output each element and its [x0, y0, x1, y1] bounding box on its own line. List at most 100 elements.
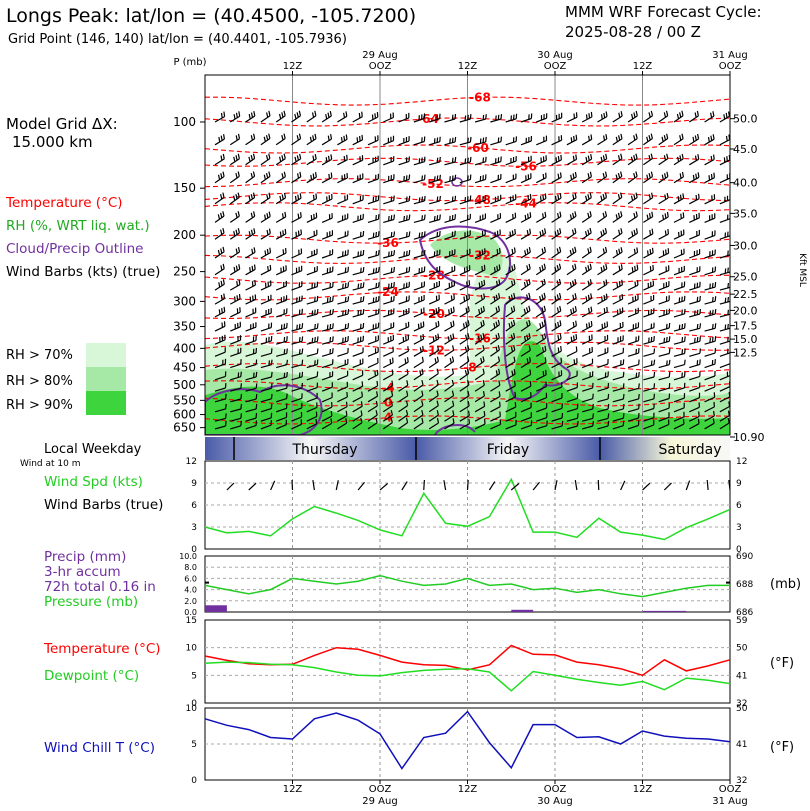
value-tick-label: 10 — [186, 644, 198, 654]
wind-barb — [673, 336, 686, 345]
wind-barb — [229, 264, 241, 276]
wind-barb — [581, 111, 593, 123]
pressure-tick-label: 650 — [173, 421, 196, 435]
wind-barb — [643, 211, 654, 223]
wind-barb — [566, 293, 577, 305]
wind-barb — [306, 229, 318, 240]
wind-barb — [367, 296, 380, 305]
value-tick-label: 5 — [191, 740, 197, 750]
wind-barb — [214, 246, 225, 259]
wind-barb — [413, 417, 424, 430]
wind-barb — [505, 212, 517, 223]
height-tick-label: 15.0 — [733, 333, 758, 346]
wind-barb — [704, 296, 717, 305]
wind-barb — [352, 282, 365, 291]
wind-barb — [505, 194, 517, 205]
bottom-hour-label: 12Z — [458, 784, 478, 795]
wind-barb — [658, 265, 670, 276]
wind-barb — [214, 279, 225, 291]
legend-temperature: Temperature (°C) — [5, 195, 123, 211]
wind-barb — [367, 282, 380, 291]
weekday-band-friday — [416, 437, 600, 460]
wind-barb — [413, 295, 425, 305]
wind-barb — [474, 305, 485, 318]
wind-barb — [337, 296, 350, 305]
wind-barb — [551, 357, 563, 369]
wind-barb — [260, 420, 272, 430]
wind-barb — [474, 419, 486, 430]
wind-barb — [459, 280, 471, 291]
wind-barb — [383, 282, 395, 291]
height-tick-label: 20.0 — [733, 304, 758, 317]
wind-barb — [566, 263, 577, 276]
wind-barb — [566, 211, 577, 223]
wind-barb — [214, 403, 227, 413]
wind-barb — [673, 348, 686, 357]
wind-barb — [214, 321, 226, 332]
wind-barb — [658, 192, 669, 205]
wind-barb — [658, 248, 670, 259]
wind-barb — [306, 153, 317, 166]
wind-barb — [398, 390, 409, 403]
wind-barb — [367, 347, 379, 357]
wind-barb — [520, 263, 531, 276]
rh80-label: RH > 80% — [6, 374, 73, 389]
wind-barb — [658, 393, 671, 403]
wind-barb — [643, 359, 656, 369]
wind-barb — [383, 295, 395, 305]
wind-barb — [597, 227, 608, 240]
wind-barb — [673, 308, 686, 318]
wind-barb — [551, 305, 562, 318]
wind-barb — [643, 264, 654, 276]
wind-barb — [306, 172, 317, 184]
wind-barb — [276, 336, 288, 345]
wind-barb — [230, 321, 241, 332]
wind-barb — [398, 321, 410, 332]
temperature-contour-label: -48 — [469, 193, 491, 207]
wind-barb — [658, 371, 671, 381]
value-tick-label-right: 6 — [736, 501, 742, 511]
wind-barb — [689, 172, 700, 184]
wind-barb — [689, 392, 701, 403]
wind-barb — [398, 266, 411, 276]
value-tick-label: 0.0 — [184, 608, 197, 617]
wind-barb — [520, 319, 531, 332]
pressure-tick-label: 500 — [173, 378, 196, 392]
height-axis-label: Kft MSL — [797, 253, 807, 287]
wind-barb — [474, 332, 485, 345]
top-date-label: 31 Aug — [712, 50, 747, 61]
value-tick-label: 10.0 — [179, 552, 197, 561]
wind-barb — [536, 369, 547, 381]
windchill-label: Wind Chill T (°C) — [44, 740, 155, 756]
wind-barb — [551, 413, 564, 422]
wind-barb — [719, 323, 730, 332]
wind-barb — [245, 264, 256, 276]
wind-barb — [382, 390, 394, 403]
wind-barb — [704, 154, 715, 166]
wind-barb — [704, 194, 716, 205]
wind-barb — [214, 263, 225, 276]
wind-barb — [658, 359, 671, 369]
wind-barb — [291, 110, 302, 123]
temperature-contour-label: -56 — [515, 159, 537, 173]
legend-wind: Wind Barbs (kts) (true) — [6, 264, 160, 280]
wind-barb — [627, 211, 638, 223]
wind-barb — [689, 229, 700, 240]
wind-barb — [260, 228, 271, 240]
wind-barb — [673, 171, 684, 184]
wind-barb — [275, 248, 287, 259]
wind-barb — [383, 156, 395, 166]
wind-barb — [581, 263, 592, 276]
wind-barb — [535, 292, 546, 305]
wind-barb — [230, 371, 242, 381]
wind-barb — [306, 371, 319, 381]
temperature-contour-label: -68 — [469, 90, 491, 104]
bottom-hour-label: 12Z — [633, 784, 653, 795]
wind-barb — [413, 195, 426, 205]
precip-label: Precip (mm) — [44, 549, 126, 565]
wind-barb — [428, 417, 440, 430]
pressure-tick-label: 400 — [173, 341, 196, 355]
wind-barb — [597, 420, 610, 430]
wind-barb — [535, 320, 547, 332]
wind-barb — [444, 156, 457, 166]
